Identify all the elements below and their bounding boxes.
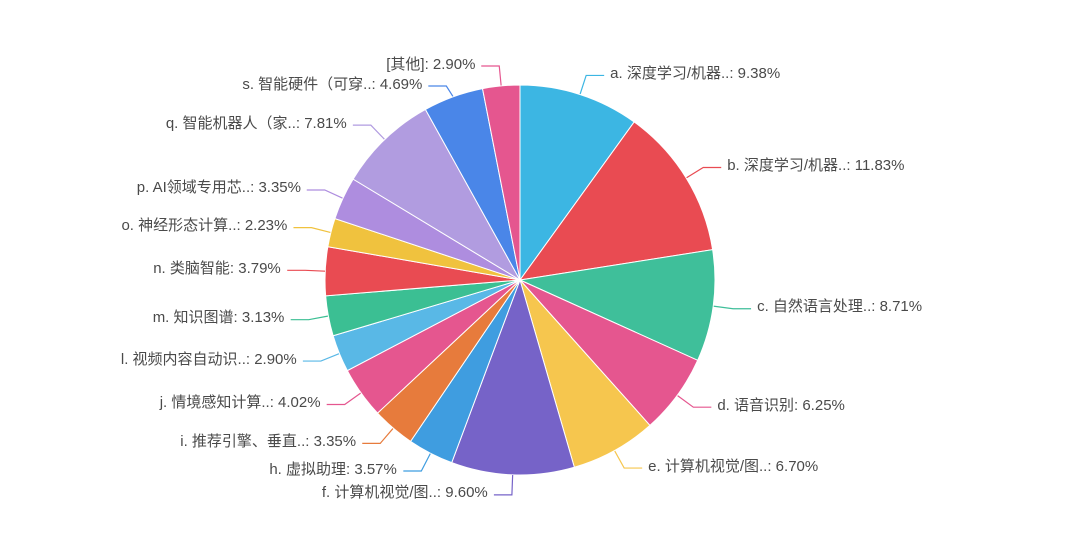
leader-line-other [481,66,501,86]
slice-label-h: h. 虚拟助理: 3.57% [269,462,397,479]
leader-line-f [494,475,513,495]
slice-label-s: s. 智能硬件（可穿..: 4.69% [242,77,422,94]
slice-label-n: n. 类脑智能: 3.79% [153,261,281,278]
slice-label-q: q. 智能机器人（家..: 7.81% [166,116,347,133]
slice-label-other: [其他]: 2.90% [386,57,475,74]
slice-label-m: m. 知识图谱: 3.13% [153,310,285,327]
leader-line-m [291,316,329,320]
slice-label-l: l. 视频内容自动识..: 2.90% [121,352,297,369]
slice-label-p: p. AI领域专用芯..: 3.35% [137,180,301,197]
slice-label-i: i. 推荐引擎、垂直..: 3.35% [180,434,356,451]
leader-line-n [287,270,325,271]
leader-line-c [713,306,751,309]
slice-label-e: e. 计算机视觉/图..: 6.70% [648,459,818,476]
slice-label-a: a. 深度学习/机器..: 9.38% [610,66,780,83]
slice-label-f: f. 计算机视觉/图..: 9.60% [322,485,488,502]
pie-chart: a. 深度学习/机器..: 9.38% b. 深度学习/机器..: 11.83% c… [0,0,1080,540]
slice-label-o: o. 神经形态计算..: 2.23% [121,218,287,235]
slice-label-d: d. 语音识别: 6.25% [717,398,845,415]
slice-label-b: b. 深度学习/机器..: 11.83% [727,158,904,175]
pie-slices [325,85,715,475]
slice-label-c: c. 自然语言处理..: 8.71% [757,299,922,316]
slice-label-j: j. 情境感知计算..: 4.02% [160,395,321,412]
